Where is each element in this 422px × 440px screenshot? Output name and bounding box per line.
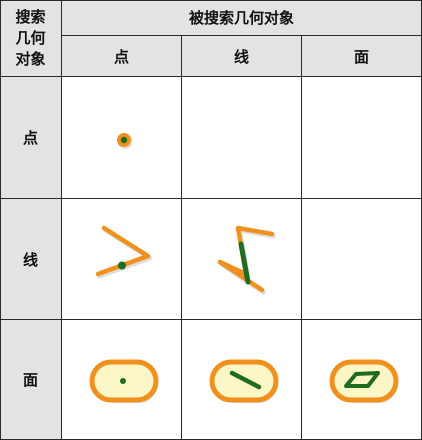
corner-label-line3: 对象 — [15, 49, 46, 68]
row-header-point: 点 — [0, 77, 62, 199]
row-header-label: 点 — [22, 129, 38, 147]
column-header-polygon: 面 — [302, 36, 422, 77]
column-group-header: 被搜索几何对象 — [62, 0, 422, 36]
column-header-line: 线 — [182, 36, 302, 77]
line-in-polygon-icon — [209, 359, 279, 403]
corner-header: 搜索 几何 对象 — [0, 0, 62, 77]
column-header-label: 点 — [113, 47, 129, 66]
cell-line-point — [62, 199, 182, 320]
cell-point-line — [182, 77, 302, 199]
column-header-label: 面 — [353, 47, 369, 66]
row-header-label: 面 — [22, 371, 38, 389]
point-on-point-icon — [117, 133, 133, 149]
column-header-point: 点 — [62, 36, 182, 77]
point-in-polygon-icon — [89, 359, 159, 403]
row-header-polygon: 面 — [0, 320, 62, 440]
column-header-label: 线 — [233, 47, 249, 66]
row-header-line: 线 — [0, 199, 62, 320]
polygon-in-polygon-icon — [329, 359, 399, 403]
cell-point-polygon — [302, 77, 422, 199]
row-header-label: 线 — [22, 250, 38, 269]
corner-label-line1: 搜索 — [15, 7, 46, 26]
corner-label-line2: 几何 — [15, 28, 46, 47]
point-on-line-icon — [95, 225, 152, 279]
cell-line-polygon — [302, 199, 422, 320]
line-on-line-icon — [217, 225, 276, 295]
column-group-label: 被搜索几何对象 — [188, 9, 294, 27]
